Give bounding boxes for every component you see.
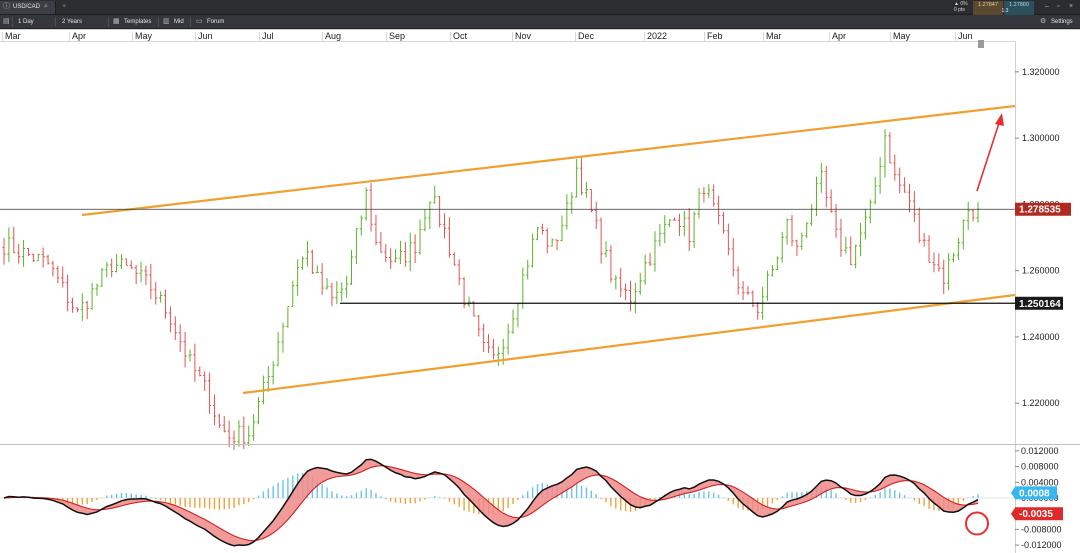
minimize-icon[interactable]: – [1045, 3, 1049, 10]
price-tick-label: 1.220000 [1022, 398, 1060, 408]
signal-value-pointer [1011, 507, 1015, 520]
macd-line [3, 458, 979, 547]
price-tick-label: 1.320000 [1022, 67, 1060, 77]
macd-tick-label: 0.004000 [1021, 477, 1059, 487]
macd-value-tag-label: 0.0008 [1019, 488, 1050, 499]
change-percent: ▲ 0% [954, 1, 968, 7]
price-mode-button[interactable]: Mid [174, 19, 184, 25]
month-label: Apr [72, 31, 86, 41]
month-axis: Mar Apr May Jun Jul Aug Sep Oct Nov Dec 2022 Feb Mar… [2, 31, 973, 41]
price-chart[interactable]: Mar Apr May Jun Jul Aug Sep Oct Nov Dec 2022 Feb Mar… [0, 29, 1080, 553]
interval-selector[interactable]: 1 Day [18, 19, 34, 25]
close-icon[interactable]: × [1069, 3, 1074, 10]
month-label: Jun [958, 31, 973, 41]
month-label: Mar [5, 31, 21, 41]
macd-tick-label: -0.008000 [1021, 524, 1062, 534]
bars-icon[interactable]: ▥ [163, 18, 170, 25]
range-selector[interactable]: 2 Years [62, 19, 83, 25]
last-price-tag [1015, 202, 1071, 216]
price-tick-label: 1.260000 [1022, 266, 1060, 276]
month-label: Apr [832, 31, 846, 41]
top-bar: ⓘ USD/CAD ⌕ + ▲ 0% 0 pts 1.27847 1.27860… [0, 0, 1080, 15]
gear-icon[interactable]: ⚙ [1040, 18, 1047, 25]
support-level-tag [1015, 296, 1063, 310]
restore-icon[interactable]: ▫ [1057, 3, 1060, 10]
divider [108, 17, 109, 27]
alert-marker-icon[interactable] [978, 40, 984, 48]
chart-toolbar: ▤ 1 Day 2 Years ▦ Templates ▥ Mid ▭ Foru… [0, 15, 1080, 29]
month-label: May [893, 31, 911, 41]
templates-button[interactable]: Templates [124, 19, 152, 25]
last-price-tag-label: 1.278535 [1019, 205, 1061, 216]
macd-tick-label: 0.012000 [1021, 446, 1059, 456]
macd-signal-line [3, 465, 979, 542]
symbol-tab[interactable]: ⓘ USD/CAD ⌕ [0, 1, 56, 14]
channel-lower-line[interactable] [242, 293, 1016, 395]
month-label: Dec [578, 31, 595, 41]
macd-value-tag [1015, 486, 1057, 500]
add-tab-icon[interactable]: + [62, 3, 67, 10]
change-readout: ▲ 0% 0 pts [954, 1, 972, 14]
forum-button[interactable]: Forum [207, 19, 225, 25]
axis-tags: 1.278535 1.250164 0.0008 -0.0035 [1011, 202, 1071, 521]
month-label: Jun [198, 31, 213, 41]
month-label: Nov [515, 31, 532, 41]
month-label: Sep [389, 31, 405, 41]
price-tick-label: 1.300000 [1022, 133, 1060, 143]
candlestick-series [2, 129, 980, 450]
chart-background [0, 29, 1080, 553]
month-label: Feb [707, 31, 723, 41]
sell-price-button[interactable]: 1.27847 [973, 1, 1003, 15]
price-tick-label: 1.240000 [1022, 332, 1060, 342]
templates-icon[interactable]: ▦ [113, 18, 120, 25]
month-label: Jul [262, 31, 274, 41]
month-label: 2022 [647, 31, 667, 41]
macd-value-pointer [1011, 486, 1015, 499]
signal-value-tag [1015, 507, 1063, 521]
spread-value: 1.3 [1001, 8, 1009, 14]
divider [190, 17, 191, 27]
macd-tick-label: -0.012000 [1021, 540, 1062, 550]
symbol-label: USD/CAD [13, 4, 41, 10]
forecast-arrow [976, 122, 1000, 192]
layout-icon[interactable]: ▤ [3, 18, 10, 25]
forum-icon[interactable]: ▭ [196, 18, 203, 25]
support-level-tag-label: 1.250164 [1019, 299, 1061, 310]
month-label: Oct [453, 31, 468, 41]
buy-price: 1.27860 [1009, 2, 1029, 8]
info-icon[interactable]: ⓘ [3, 3, 10, 10]
sell-price: 1.27847 [978, 2, 998, 8]
macd-pane [0, 458, 1015, 547]
signal-value-tag-label: -0.0035 [1019, 509, 1053, 520]
month-label: Mar [766, 31, 782, 41]
month-label: May [135, 31, 153, 41]
annotations [0, 40, 1016, 395]
change-points: 0 pts [954, 7, 965, 13]
highlight-circle [965, 511, 989, 536]
search-icon[interactable]: ⌕ [44, 3, 48, 10]
channel-upper-line[interactable] [81, 104, 1016, 217]
macd-tick-label: 0.008000 [1021, 462, 1059, 472]
settings-button[interactable]: Settings [1051, 19, 1073, 25]
month-label: Aug [325, 31, 341, 41]
forecast-arrowhead [995, 113, 1004, 126]
divider [12, 17, 13, 27]
divider [158, 17, 159, 27]
buy-price-button[interactable]: 1.27860 [1004, 1, 1034, 15]
divider [55, 17, 56, 27]
